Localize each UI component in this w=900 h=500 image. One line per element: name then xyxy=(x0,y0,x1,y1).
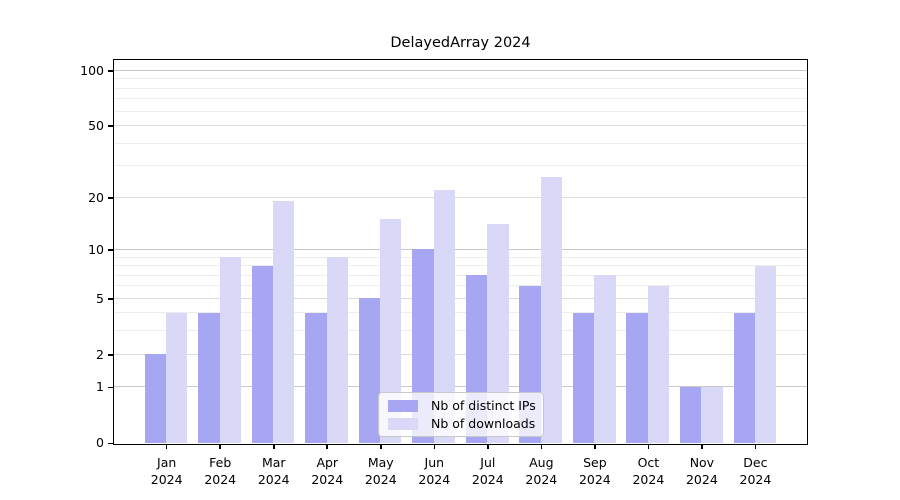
x-tick xyxy=(647,444,650,449)
legend-swatch-downloads xyxy=(388,417,418,430)
legend-item: Nb of downloads xyxy=(388,415,536,431)
y-tick-label: 5 xyxy=(96,290,104,306)
x-tick-label: Oct 2024 xyxy=(632,455,665,487)
y-tick xyxy=(108,249,113,251)
x-tick-label: May 2024 xyxy=(364,455,397,487)
x-tick-label: Aug 2024 xyxy=(525,455,558,487)
x-tick-label: Mar 2024 xyxy=(257,455,290,487)
x-tick-label: Jun 2024 xyxy=(418,455,451,487)
gridline-minor xyxy=(114,285,807,287)
x-tick-label: Nov 2024 xyxy=(685,455,718,487)
bar-downloads-nov xyxy=(701,386,723,443)
gridline-minor xyxy=(114,312,807,314)
gridline-major xyxy=(114,248,807,250)
y-tick-label: 10 xyxy=(88,241,104,257)
x-tick xyxy=(540,444,543,449)
legend-swatch-distinct-ips xyxy=(388,399,418,412)
bar-distinct-ips-jan xyxy=(144,354,167,443)
x-tick xyxy=(487,444,489,449)
y-tick-label: 2 xyxy=(96,346,104,362)
bar-distinct-ips-sep xyxy=(572,312,595,443)
gridline-minor xyxy=(114,274,807,276)
gridline-minor xyxy=(114,265,807,267)
bar-downloads-feb xyxy=(219,257,241,443)
x-tick xyxy=(379,444,382,449)
bar-downloads-sep xyxy=(594,275,616,443)
y-tick-label: 50 xyxy=(88,118,104,134)
bar-downloads-jun xyxy=(433,189,455,443)
bars-layer xyxy=(114,60,807,444)
x-tick-label: Feb 2024 xyxy=(204,455,237,487)
bar-downloads-may xyxy=(380,219,402,443)
y-tick xyxy=(108,298,113,300)
y-tick xyxy=(108,386,113,389)
bar-downloads-oct xyxy=(647,285,670,443)
gridline-major xyxy=(114,69,807,71)
x-tick xyxy=(219,444,221,449)
y-tick xyxy=(108,353,113,356)
y-tick-label: 1 xyxy=(96,379,104,395)
gridline-minor xyxy=(114,165,807,167)
gridline-major xyxy=(114,386,807,388)
gridlines-layer xyxy=(114,60,807,444)
bar-downloads-dec xyxy=(754,265,777,443)
bar-distinct-ips-oct xyxy=(626,312,648,443)
x-tick-label: Apr 2024 xyxy=(311,455,344,487)
bar-downloads-jul xyxy=(487,224,509,443)
y-tick xyxy=(108,125,113,127)
gridline-minor xyxy=(114,98,807,100)
legend: Nb of distinct IPs Nb of downloads xyxy=(378,392,544,437)
gridline-major xyxy=(114,297,807,299)
bar-distinct-ips-dec xyxy=(733,312,755,443)
bar-distinct-ips-nov xyxy=(680,386,702,443)
bar-distinct-ips-may xyxy=(358,298,381,443)
x-tick-label: Jul 2024 xyxy=(471,455,504,487)
gridline-major xyxy=(114,353,807,355)
y-tick-label: 100 xyxy=(80,63,104,79)
y-tick xyxy=(108,70,113,72)
gridline-minor xyxy=(114,87,807,89)
chart-title: DelayedArray 2024 xyxy=(390,35,531,51)
bar-downloads-mar xyxy=(273,201,295,443)
gridline-minor xyxy=(114,78,807,80)
legend-item: Nb of distinct IPs xyxy=(388,397,536,413)
bar-downloads-aug xyxy=(540,176,563,443)
bar-distinct-ips-apr xyxy=(305,312,327,443)
plot-area xyxy=(113,59,808,445)
gridline-minor xyxy=(114,256,807,258)
legend-label: Nb of downloads xyxy=(431,415,536,431)
x-tick xyxy=(594,444,596,449)
y-tick-label: 20 xyxy=(88,189,104,205)
gridline-major xyxy=(114,125,807,127)
gridline-minor xyxy=(114,330,807,332)
legend-label: Nb of distinct IPs xyxy=(431,397,536,413)
x-tick xyxy=(326,444,329,449)
x-tick xyxy=(754,444,757,449)
gridline-minor xyxy=(114,142,807,144)
x-tick xyxy=(701,444,703,449)
y-tick xyxy=(108,442,113,445)
bar-downloads-apr xyxy=(326,257,348,443)
bar-distinct-ips-feb xyxy=(198,312,220,443)
x-tick xyxy=(272,444,275,449)
x-tick-label: Sep 2024 xyxy=(578,455,611,487)
y-tick-label: 0 xyxy=(96,435,104,451)
gridline-minor xyxy=(114,110,807,112)
x-tick xyxy=(165,444,168,449)
gridline-major xyxy=(114,196,807,198)
x-tick xyxy=(433,444,436,449)
x-tick-label: Dec 2024 xyxy=(739,455,772,487)
y-tick xyxy=(108,196,113,199)
bar-downloads-jan xyxy=(166,312,188,443)
x-tick-label: Jan 2024 xyxy=(150,455,183,487)
bar-distinct-ips-mar xyxy=(251,265,274,443)
